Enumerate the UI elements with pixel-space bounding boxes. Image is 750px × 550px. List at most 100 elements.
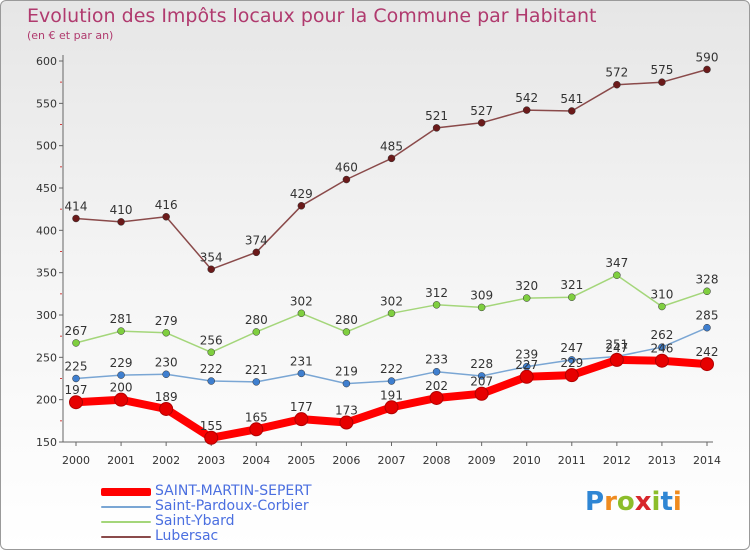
data-label-saint-martin-sepert: 191 [380,388,403,402]
data-label-saint-ybard: 280 [335,313,358,327]
legend-swatch [101,505,151,508]
legend-item: Lubersac [101,529,361,544]
data-label-lubersac: 374 [245,233,268,247]
data-label-saint-ybard: 302 [380,294,403,308]
data-point-saint-martin-sepert [204,430,219,445]
data-point-lubersac [342,175,351,184]
data-label-saint-ybard: 281 [110,312,133,326]
data-label-saint-ybard: 321 [560,278,583,292]
data-label-lubersac: 541 [560,92,583,106]
legend-swatch [101,487,151,496]
data-label-saint-ybard: 267 [65,324,88,338]
chart-title: Evolution des Impôts locaux pour la Comm… [27,5,597,27]
data-label-saint-pardoux-corbier: 229 [110,356,133,370]
data-label-lubersac: 521 [425,109,448,123]
x-tick-label: 2003 [197,454,225,467]
x-tick-label: 2010 [513,454,541,467]
data-label-saint-martin-sepert: 229 [560,356,583,370]
data-label-lubersac: 527 [470,104,493,118]
data-point-saint-ybard [658,302,666,311]
legend-item: SAINT-MARTIN-SEPERT [101,484,361,499]
data-point-saint-martin-sepert [294,412,309,427]
data-label-saint-martin-sepert: 200 [110,381,133,395]
data-label-saint-pardoux-corbier: 285 [696,309,719,323]
data-point-saint-martin-sepert [700,357,714,372]
data-point-saint-martin-sepert [609,352,624,367]
data-label-saint-martin-sepert: 197 [65,383,88,397]
data-point-saint-martin-sepert [564,368,579,383]
data-label-lubersac: 410 [110,203,133,217]
data-point-saint-martin-sepert [429,390,444,405]
data-label-saint-ybard: 256 [200,333,223,347]
data-label-saint-ybard: 320 [515,279,538,293]
data-point-saint-martin-sepert [249,422,264,437]
logo-letter: o [616,487,635,517]
data-point-saint-martin-sepert [339,415,354,430]
data-label-saint-pardoux-corbier: 225 [65,360,88,374]
data-point-lubersac [252,248,261,257]
data-point-saint-ybard [162,329,170,337]
data-label-lubersac: 572 [605,66,628,80]
data-point-saint-pardoux-corbier [703,323,711,332]
data-point-saint-ybard [613,271,621,279]
data-label-saint-martin-sepert: 227 [515,358,538,372]
data-label-saint-ybard: 279 [155,314,178,328]
data-point-saint-pardoux-corbier [568,356,576,364]
data-label-saint-pardoux-corbier: 219 [335,365,358,379]
legend-label: Lubersac [155,528,219,544]
y-tick-label: 150 [36,436,57,449]
data-point-lubersac [522,106,531,114]
y-tick-label: 350 [36,267,57,280]
data-point-saint-ybard [703,287,711,296]
data-label-saint-pardoux-corbier: 221 [245,363,268,377]
data-point-saint-martin-sepert [384,400,399,415]
data-point-lubersac [477,119,486,127]
data-point-saint-pardoux-corbier [658,343,666,351]
logo-letter: i [672,487,682,517]
y-tick-label: 600 [36,55,57,68]
data-label-saint-martin-sepert: 173 [335,404,358,418]
x-tick-label: 2007 [378,454,406,467]
data-label-lubersac: 414 [65,199,88,213]
data-point-saint-ybard [252,328,261,336]
x-tick-label: 2005 [287,454,315,467]
data-point-saint-ybard [72,339,80,347]
x-tick-label: 2004 [242,454,270,467]
data-point-saint-pardoux-corbier [297,369,306,378]
data-label-saint-ybard: 302 [290,294,313,308]
data-point-lubersac [658,78,666,86]
legend-item: Saint-Pardoux-Corbier [101,499,361,514]
data-point-lubersac [703,65,711,74]
data-point-saint-ybard [387,309,396,318]
logo-letter: t [660,487,673,517]
data-point-saint-pardoux-corbier [207,377,215,385]
data-point-saint-martin-sepert [114,392,129,407]
logo-letter: i [651,487,661,517]
data-point-saint-martin-sepert [474,386,489,401]
data-label-saint-martin-sepert: 247 [605,341,628,355]
chart-legend: SAINT-MARTIN-SEPERT Saint-Pardoux-Corbier… [101,484,361,544]
data-label-saint-pardoux-corbier: 262 [650,328,673,342]
y-tick-label: 250 [36,351,57,364]
x-tick-label: 2009 [468,454,496,467]
proxiti-logo: Proxiti [585,487,682,517]
y-tick-label: 200 [36,394,57,407]
data-label-lubersac: 485 [380,139,403,153]
y-tick-label: 400 [36,224,57,237]
legend-swatch [101,520,151,523]
data-label-lubersac: 590 [696,50,719,64]
data-label-saint-martin-sepert: 202 [425,379,448,393]
chart-subtitle: (en € et par an) [27,29,114,42]
data-label-lubersac: 575 [650,63,673,77]
logo-letter: P [585,487,605,517]
y-tick-label: 300 [36,309,57,322]
series-line-lubersac [75,68,708,271]
logo-letter: r [604,487,617,517]
data-point-saint-pardoux-corbier [162,370,170,379]
data-point-saint-pardoux-corbier [342,379,351,388]
x-tick-label: 2000 [62,454,90,467]
data-label-saint-martin-sepert: 246 [650,342,673,356]
data-point-lubersac [72,214,80,223]
data-label-saint-ybard: 309 [470,288,493,302]
